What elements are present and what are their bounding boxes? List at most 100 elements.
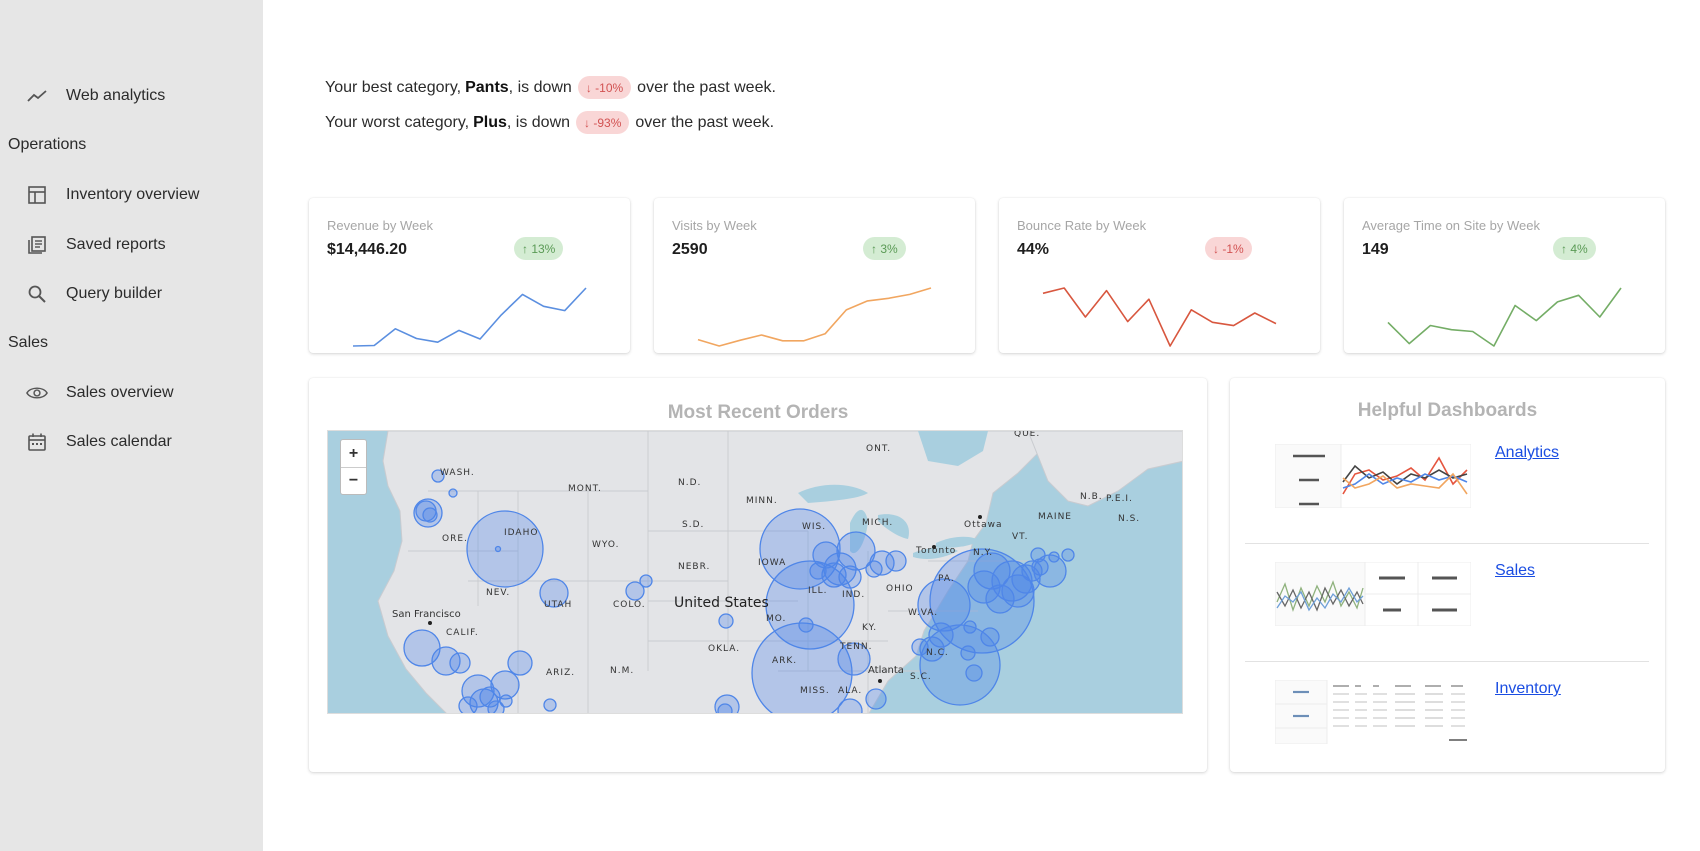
kpi-change-badge: ↓ -1%: [1205, 237, 1252, 260]
map-label: IOWA: [758, 558, 786, 568]
sidebar-item-label: Saved reports: [66, 236, 166, 253]
sidebar-section-sales: Sales: [8, 334, 49, 351]
map-label: WYO.: [592, 540, 619, 550]
sidebar-section-operations: Operations: [8, 136, 87, 153]
inventory-thumbnail[interactable]: [1275, 680, 1471, 744]
map-label: WASH.: [440, 468, 475, 478]
search-icon: [26, 283, 48, 305]
summary-text: Your best category,: [325, 78, 462, 96]
map-label: VT.: [1012, 532, 1028, 542]
map-canvas[interactable]: WASH. MONT. N.D. MINN. ONT. QUE. IDAHO O…: [328, 431, 1183, 714]
worst-category-name: Plus: [473, 113, 507, 131]
sales-thumbnail[interactable]: [1275, 562, 1471, 626]
kpi-title: Bounce Rate by Week: [1017, 218, 1147, 233]
dashboard-row-inventory: Inventory: [1245, 658, 1649, 776]
map-label: OKLA.: [708, 644, 740, 654]
calendar-icon: [26, 431, 48, 453]
kpi-sparkline: [697, 287, 932, 347]
summary-text: , is down: [506, 113, 571, 131]
divider: [1245, 661, 1649, 662]
map-label: United States: [674, 595, 769, 611]
map-label: N.Y.: [973, 548, 993, 558]
map-label: ILL.: [808, 586, 828, 596]
map-label: N.B.: [1080, 492, 1103, 502]
change-badge: ↓ -10%: [577, 76, 632, 99]
sidebar-item-label: Inventory overview: [66, 186, 200, 203]
dashboard-row-analytics: Analytics: [1245, 422, 1649, 540]
kpi-value: 149: [1362, 241, 1389, 258]
sparkline-series: [1387, 287, 1622, 347]
sidebar-item-inventory-overview[interactable]: Inventory overview: [0, 175, 263, 215]
kpi-card-bounce-rate[interactable]: Bounce Rate by Week 44% ↓ -1%: [999, 198, 1320, 353]
map-label: MAINE: [1038, 512, 1072, 522]
kpi-title: Visits by Week: [672, 218, 757, 233]
kpi-change-badge: ↑ 3%: [863, 237, 906, 260]
sidebar-item-label: Web analytics: [66, 87, 166, 104]
kpi-value: 44%: [1017, 241, 1050, 258]
kpi-card-revenue[interactable]: Revenue by Week $14,446.20 ↑ 13%: [309, 198, 630, 353]
sidebar-item-sales-overview[interactable]: Sales overview: [0, 373, 263, 413]
map-label: N.C.: [926, 648, 949, 658]
inventory-dashboard-link[interactable]: Inventory: [1495, 680, 1561, 697]
dashboard-row-sales: Sales: [1245, 540, 1649, 658]
helpful-dashboards-card: Helpful Dashboards Analytics: [1230, 378, 1665, 772]
card-title: Most Recent Orders: [667, 402, 849, 423]
map-label: S.C.: [910, 672, 932, 682]
sidebar-item-query-builder[interactable]: Query builder: [0, 274, 263, 314]
sidebar-item-label: Sales overview: [66, 384, 174, 401]
table-icon: [26, 184, 48, 206]
map-label: Toronto: [915, 546, 956, 556]
map-label: San Francisco: [392, 609, 461, 620]
sparkline-series: [1042, 287, 1277, 347]
sidebar-item-web-analytics[interactable]: Web analytics: [0, 76, 263, 116]
kpi-sparkline: [1042, 287, 1277, 347]
change-badge: ↓ -93%: [576, 111, 630, 134]
summary-worst-category: Your worst category, Plus , is down ↓ -9…: [325, 111, 774, 134]
map-label: N.S.: [1118, 514, 1140, 524]
map-label: PA.: [938, 574, 955, 584]
sales-dashboard-link[interactable]: Sales: [1495, 562, 1536, 579]
map-label: COLO.: [613, 600, 646, 610]
sparkline-series: [697, 287, 932, 347]
kpi-sparkline: [1387, 287, 1622, 347]
map-label: QUE.: [1014, 431, 1040, 439]
map-label: MISS.: [800, 686, 830, 696]
zoom-in-button[interactable]: +: [348, 444, 359, 462]
kpi-title: Revenue by Week: [327, 218, 433, 233]
best-category-name: Pants: [465, 78, 509, 96]
summary-best-category: Your best category, Pants , is down ↓ -1…: [325, 76, 776, 99]
kpi-sparkline: [352, 287, 587, 347]
map-label: MINN.: [746, 496, 778, 506]
map-label: P.E.I.: [1106, 494, 1133, 504]
map-label: W.VA.: [908, 608, 938, 618]
kpi-value: 2590: [672, 241, 708, 258]
kpi-value: $14,446.20: [327, 241, 408, 258]
map-label: MO.: [766, 614, 786, 624]
zoom-out-button[interactable]: −: [341, 467, 366, 494]
map-label: Ottawa: [964, 520, 1003, 530]
orders-map[interactable]: WASH. MONT. N.D. MINN. ONT. QUE. IDAHO O…: [327, 430, 1183, 714]
map-label: NEBR.: [678, 562, 710, 572]
map-zoom-control: + −: [340, 439, 367, 495]
map-label: UTAH: [544, 600, 572, 610]
kpi-change-badge: ↑ 4%: [1553, 237, 1596, 260]
kpi-card-average-time[interactable]: Average Time on Site by Week 149 ↑ 4%: [1344, 198, 1665, 353]
kpi-card-visits[interactable]: Visits by Week 2590 ↑ 3%: [654, 198, 975, 353]
divider: [1245, 543, 1649, 544]
map-label: MICH.: [862, 518, 893, 528]
sidebar-item-label: Query builder: [66, 285, 163, 302]
summary-text: Your worst category,: [325, 113, 470, 131]
sparkline-series: [352, 287, 587, 347]
map-label: KY.: [862, 623, 877, 633]
analytics-dashboard-link[interactable]: Analytics: [1495, 444, 1560, 461]
sidebar: Web analytics Operations Inventory overv…: [0, 0, 263, 851]
report-list-icon: [26, 234, 48, 256]
kpi-title: Average Time on Site by Week: [1362, 218, 1541, 233]
sidebar-item-saved-reports[interactable]: Saved reports: [0, 225, 263, 265]
map-label: CALIF.: [446, 628, 479, 638]
analytics-thumbnail[interactable]: [1275, 444, 1471, 508]
sidebar-item-sales-calendar[interactable]: Sales calendar: [0, 422, 263, 462]
trending-line-icon: [26, 85, 48, 107]
map-label: IDAHO: [504, 528, 538, 538]
map-label: ARIZ.: [546, 668, 575, 678]
